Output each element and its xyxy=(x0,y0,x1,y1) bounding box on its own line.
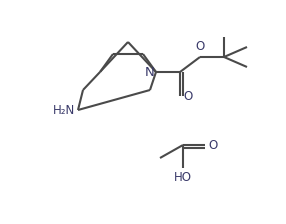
Text: HO: HO xyxy=(174,171,192,184)
Text: H₂N: H₂N xyxy=(53,103,75,116)
Text: O: O xyxy=(195,40,204,53)
Text: N: N xyxy=(145,65,155,78)
Text: O: O xyxy=(208,138,217,151)
Text: O: O xyxy=(183,90,192,103)
